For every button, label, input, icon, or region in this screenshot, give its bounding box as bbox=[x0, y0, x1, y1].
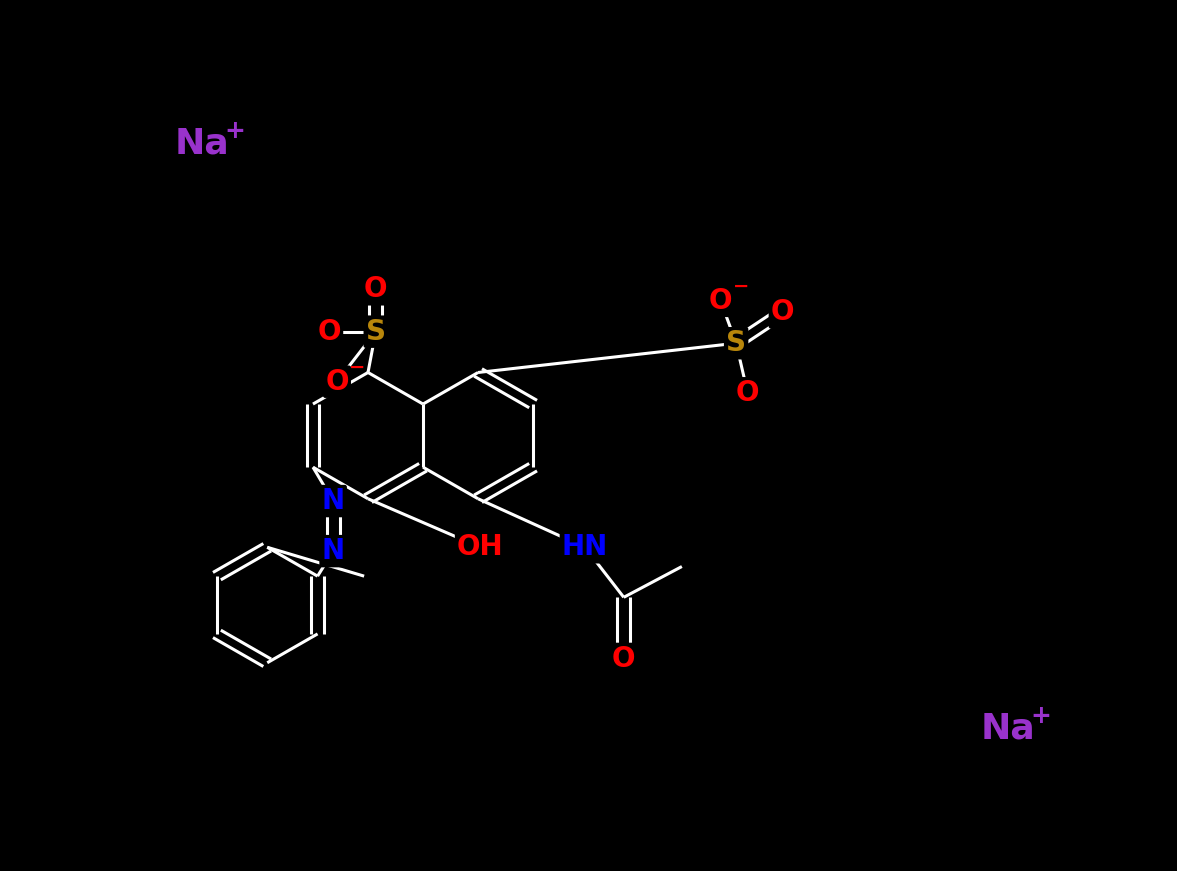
Text: O: O bbox=[318, 318, 341, 346]
Text: Na: Na bbox=[980, 712, 1035, 746]
Text: S: S bbox=[366, 318, 386, 346]
Text: OH: OH bbox=[457, 533, 504, 561]
Text: −: − bbox=[348, 357, 365, 376]
Text: O: O bbox=[364, 275, 387, 303]
Text: +: + bbox=[1030, 704, 1051, 728]
Text: O: O bbox=[709, 287, 732, 315]
Text: O: O bbox=[325, 368, 348, 395]
Text: O: O bbox=[612, 645, 636, 673]
Text: N: N bbox=[321, 487, 345, 515]
Text: S: S bbox=[726, 329, 746, 357]
Text: Na: Na bbox=[174, 126, 230, 160]
Text: +: + bbox=[225, 119, 245, 143]
Text: −: − bbox=[732, 277, 749, 295]
Text: O: O bbox=[771, 299, 794, 327]
Text: HN: HN bbox=[561, 533, 609, 561]
Text: N: N bbox=[321, 537, 345, 565]
Text: O: O bbox=[736, 379, 759, 408]
